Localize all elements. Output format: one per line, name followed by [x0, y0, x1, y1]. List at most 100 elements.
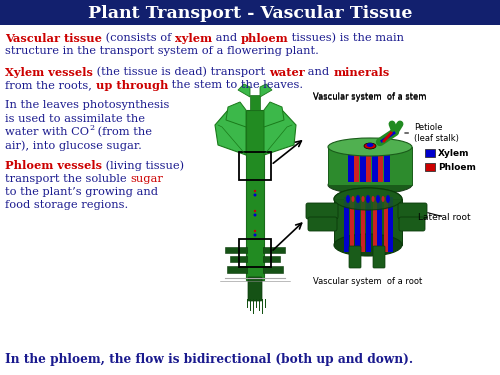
Ellipse shape [376, 195, 380, 203]
Circle shape [254, 230, 256, 232]
Text: (living tissue): (living tissue) [102, 160, 184, 171]
Ellipse shape [346, 195, 350, 203]
FancyBboxPatch shape [248, 277, 262, 301]
Text: Xylem: Xylem [438, 148, 470, 158]
Ellipse shape [334, 234, 402, 256]
Text: Vascular system  of a stem: Vascular system of a stem [314, 92, 426, 101]
Bar [384, 197, 388, 252]
Bar [328, 147, 336, 185]
Bar [0, 0, 500, 25]
Text: Plant Transport - Vascular Tissue: Plant Transport - Vascular Tissue [88, 4, 412, 21]
Bar [404, 147, 412, 185]
Text: minerals: minerals [333, 67, 390, 78]
Bar [344, 197, 349, 252]
Bar [361, 197, 365, 252]
Bar [377, 197, 382, 252]
Bar [355, 197, 360, 252]
Text: water: water [268, 67, 304, 78]
Bar [360, 148, 366, 182]
Ellipse shape [334, 188, 402, 210]
Bar [263, 247, 285, 253]
Text: structure in the transport system of a flowering plant.: structure in the transport system of a f… [5, 46, 319, 57]
Text: sugar: sugar [130, 174, 163, 183]
Bar [334, 199, 402, 245]
Bar [372, 148, 378, 182]
Polygon shape [226, 102, 246, 127]
FancyBboxPatch shape [399, 217, 425, 231]
Circle shape [254, 194, 256, 196]
FancyBboxPatch shape [308, 217, 337, 231]
Bar [263, 266, 283, 273]
Bar [354, 148, 359, 182]
Bar [239, 152, 271, 180]
Polygon shape [264, 102, 284, 127]
Bar [366, 197, 371, 252]
Text: (from the: (from the [94, 127, 152, 137]
Ellipse shape [366, 143, 374, 147]
FancyBboxPatch shape [398, 203, 427, 219]
Text: (consists of: (consists of [102, 33, 175, 44]
Ellipse shape [328, 176, 412, 194]
Circle shape [254, 213, 256, 216]
Bar [373, 197, 377, 252]
Text: Phloem: Phloem [438, 162, 476, 171]
Bar [350, 197, 354, 252]
Text: food storage regions.: food storage regions. [5, 201, 128, 210]
Circle shape [254, 210, 256, 212]
Text: Phloem vessels: Phloem vessels [5, 160, 102, 171]
Bar [348, 148, 354, 182]
Text: In the leaves photosynthesis: In the leaves photosynthesis [5, 100, 170, 110]
Ellipse shape [364, 143, 376, 149]
Ellipse shape [352, 196, 354, 202]
Text: up through: up through [96, 80, 168, 91]
Ellipse shape [372, 196, 374, 202]
Bar [425, 149, 435, 157]
Bar [388, 197, 393, 252]
FancyBboxPatch shape [349, 246, 361, 268]
Ellipse shape [356, 195, 360, 203]
Text: Petiole
(leaf stalk): Petiole (leaf stalk) [405, 123, 459, 143]
Text: In the phloem, the flow is bidirectional (both up and down).: In the phloem, the flow is bidirectional… [5, 353, 413, 366]
Text: 2: 2 [89, 124, 94, 132]
Polygon shape [264, 110, 296, 155]
Polygon shape [238, 84, 250, 97]
Bar [250, 95, 260, 110]
Polygon shape [215, 110, 246, 155]
Text: transport the soluble: transport the soluble [5, 174, 130, 183]
Bar [230, 256, 247, 262]
Text: air), into glucose sugar.: air), into glucose sugar. [5, 141, 142, 151]
Text: and: and [304, 67, 333, 77]
Text: and: and [212, 33, 241, 43]
Text: Lateral root: Lateral root [418, 213, 470, 222]
Circle shape [254, 234, 256, 237]
Text: Vascular tissue: Vascular tissue [5, 33, 102, 44]
Text: xylem: xylem [175, 33, 212, 44]
Text: (the tissue is dead) transport: (the tissue is dead) transport [93, 67, 268, 77]
Text: Vascular system  of a root: Vascular system of a root [314, 277, 422, 286]
Bar [227, 266, 247, 273]
Text: tissues) is the main: tissues) is the main [288, 33, 405, 44]
Bar [384, 148, 390, 182]
Polygon shape [260, 84, 272, 97]
FancyBboxPatch shape [373, 246, 385, 268]
Text: phloem: phloem [241, 33, 288, 44]
Bar [239, 239, 271, 267]
Ellipse shape [362, 196, 364, 202]
Bar [378, 148, 383, 182]
Bar [366, 148, 371, 182]
Text: Vascular system  of a stem: Vascular system of a stem [314, 93, 426, 102]
Text: from the roots,: from the roots, [5, 80, 96, 90]
Ellipse shape [334, 188, 402, 210]
Text: Xylem vessels: Xylem vessels [5, 67, 93, 78]
Bar [425, 163, 435, 171]
Ellipse shape [382, 196, 384, 202]
Bar [225, 247, 247, 253]
Circle shape [254, 190, 256, 192]
Ellipse shape [366, 195, 370, 203]
Bar [246, 110, 264, 280]
Bar [328, 147, 412, 185]
Text: is used to assimilate the: is used to assimilate the [5, 114, 145, 123]
Ellipse shape [328, 138, 412, 156]
Text: to the plant’s growing and: to the plant’s growing and [5, 187, 158, 197]
Text: water with CO: water with CO [5, 127, 89, 137]
